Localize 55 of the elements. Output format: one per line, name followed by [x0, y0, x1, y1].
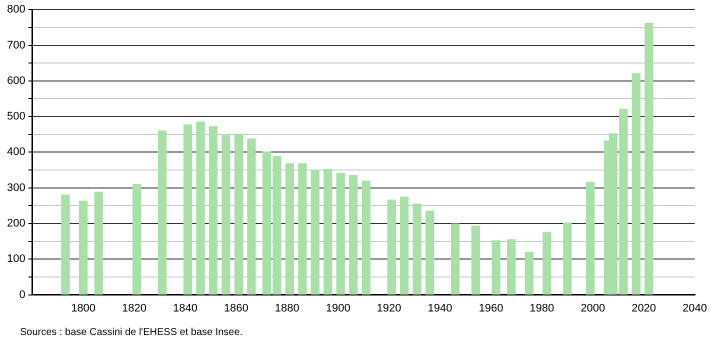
bar	[412, 204, 422, 295]
bar	[524, 252, 534, 295]
bar	[285, 163, 294, 295]
bar	[310, 170, 320, 295]
y-tick-label: 800	[6, 4, 26, 16]
x-tick-label: 2040	[682, 302, 708, 314]
bar	[542, 232, 552, 295]
bar	[586, 182, 595, 295]
bar	[183, 124, 192, 295]
bar	[78, 200, 88, 295]
bar	[222, 135, 230, 295]
bar	[450, 224, 460, 295]
bar	[387, 200, 396, 295]
source-note: Sources : base Cassini de l'EHESS et base Insee.	[20, 327, 243, 338]
bar	[644, 22, 654, 295]
bar	[349, 175, 358, 295]
x-tick-label: 1820	[122, 302, 147, 314]
x-tick-label: 1840	[172, 302, 198, 314]
x-tick-label: 1900	[326, 302, 350, 314]
bar	[234, 134, 244, 295]
bar	[61, 194, 70, 295]
x-tick-label: 1980	[530, 302, 554, 314]
bar	[132, 184, 142, 295]
bar	[471, 226, 480, 295]
y-tick-label: 500	[6, 110, 26, 123]
x-tick-label: 1960	[478, 302, 504, 314]
bar	[94, 192, 103, 295]
bar	[507, 239, 516, 295]
y-tick-label: 600	[6, 74, 26, 87]
bar	[362, 180, 370, 295]
bar	[324, 168, 332, 295]
y-tick-label: 700	[6, 39, 26, 52]
bar	[158, 130, 167, 295]
bar	[492, 240, 500, 295]
x-tick-label: 1880	[274, 302, 300, 314]
bar	[208, 126, 218, 295]
y-tick-label: 400	[6, 146, 26, 158]
y-tick-label: 0	[19, 288, 26, 301]
bar	[400, 196, 409, 295]
x-tick-label: 2000	[580, 302, 606, 314]
x-tick-label: 1860	[224, 302, 248, 314]
bar	[632, 73, 640, 295]
y-tick-label: 300	[6, 182, 26, 194]
bar	[298, 163, 307, 295]
bar	[336, 172, 345, 295]
x-tick-label: 1800	[71, 302, 96, 314]
bar	[247, 138, 256, 295]
y-tick-label: 100	[6, 253, 26, 266]
bar	[563, 222, 572, 295]
x-tick-label: 1940	[428, 302, 452, 314]
x-tick-label: 2020	[632, 302, 656, 314]
y-tick-label: 200	[6, 218, 26, 230]
x-tick-label: 1920	[376, 302, 402, 314]
bar	[196, 122, 205, 295]
bar	[425, 210, 434, 295]
